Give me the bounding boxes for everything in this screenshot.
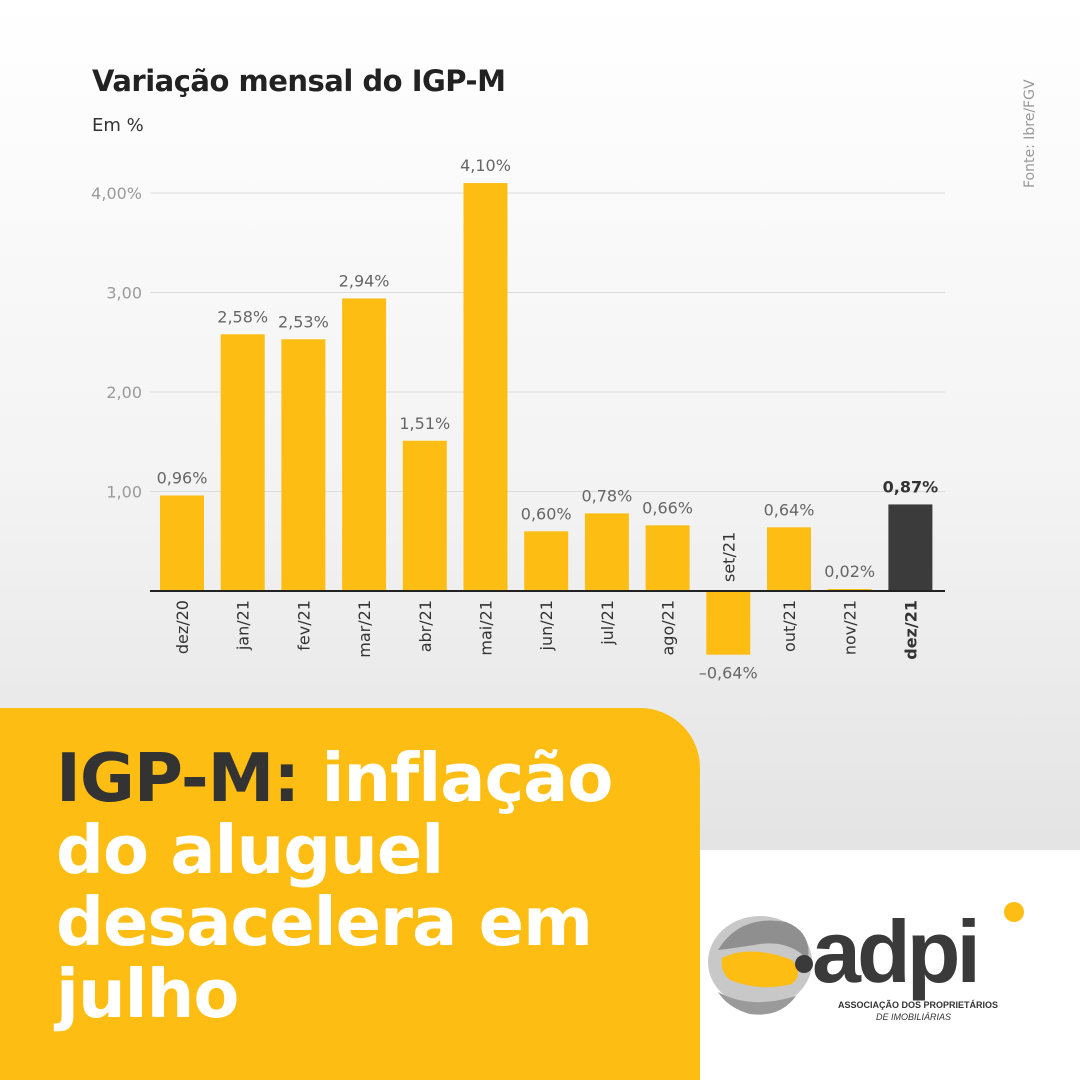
y-tick-label: 3,00 — [106, 284, 142, 303]
data-label: 1,51% — [399, 414, 450, 433]
chart-subtitle: Em % — [92, 115, 144, 136]
bar — [463, 183, 508, 592]
x-tick-label: mar/21 — [355, 600, 374, 658]
y-tick-label: 4,00% — [91, 184, 142, 203]
logo-dot-icon — [1004, 902, 1024, 922]
data-label: 0,60% — [521, 504, 572, 523]
x-tick-label: jan/21 — [234, 600, 253, 651]
data-label: 0,96% — [157, 468, 208, 487]
y-tick-label: 2,00 — [106, 383, 142, 402]
bar — [706, 591, 751, 655]
bar — [524, 531, 569, 591]
headline-text: inflação do aluguel desacelera em julho — [56, 739, 613, 1033]
x-tick-label: set/21 — [719, 532, 738, 582]
bar — [584, 513, 629, 591]
bar-chart: 1,00 2,00 3,00 4,00% 0,96% dez/20 2,58% jan/21 2… — [91, 156, 945, 683]
x-tick-label: nov/21 — [841, 600, 860, 655]
bar — [281, 339, 326, 591]
logo-tagline-2: DE IMOBILIÁRIAS — [876, 1012, 951, 1022]
logo-tagline-1: ASSOCIAÇÃO DOS PROPRIETÁRIOS — [838, 1000, 998, 1010]
chart-title: Variação mensal do IGP-M — [92, 64, 506, 98]
bar — [220, 334, 265, 591]
x-tick-label: dez/21 — [901, 600, 920, 660]
x-tick-label: jun/21 — [537, 600, 556, 651]
data-label: 2,94% — [339, 271, 390, 290]
headline-keyword: IGP-M: — [56, 739, 300, 817]
y-tick-label: 1,00 — [106, 483, 142, 502]
data-label: 0,66% — [642, 498, 693, 517]
headline: IGP-M: inflação do aluguel desacelera em… — [56, 742, 676, 1030]
x-tick-label: abr/21 — [416, 600, 435, 652]
bar — [160, 495, 204, 591]
data-label: 0,78% — [581, 486, 632, 505]
headline-banner — [0, 708, 700, 1080]
bar — [888, 504, 933, 591]
bar — [342, 298, 387, 591]
bar — [767, 527, 811, 591]
data-label: 0,87% — [883, 477, 939, 496]
adpi-logo: adpi ASSOCIAÇÃO DOS PROPRIETÁRIOS DE IMO… — [708, 902, 1024, 1022]
logo-emblem-icon — [708, 916, 813, 1015]
x-tick-label: mai/21 — [477, 600, 496, 656]
logo-wordmark: adpi — [812, 902, 977, 1001]
x-tick-label: ago/21 — [659, 600, 678, 656]
x-tick-label: dez/20 — [173, 600, 192, 654]
data-label: 4,10% — [460, 156, 511, 175]
x-tick-label: out/21 — [780, 600, 799, 652]
data-label: 2,53% — [278, 312, 329, 331]
x-tick-label: jul/21 — [598, 600, 617, 646]
data-label: 2,58% — [217, 307, 268, 326]
data-label: 0,64% — [764, 500, 815, 519]
data-label: –0,64% — [699, 664, 758, 683]
x-tick-label: fev/21 — [294, 600, 313, 651]
data-label: 0,02% — [824, 562, 875, 581]
bar — [645, 525, 690, 591]
bar — [402, 440, 447, 591]
